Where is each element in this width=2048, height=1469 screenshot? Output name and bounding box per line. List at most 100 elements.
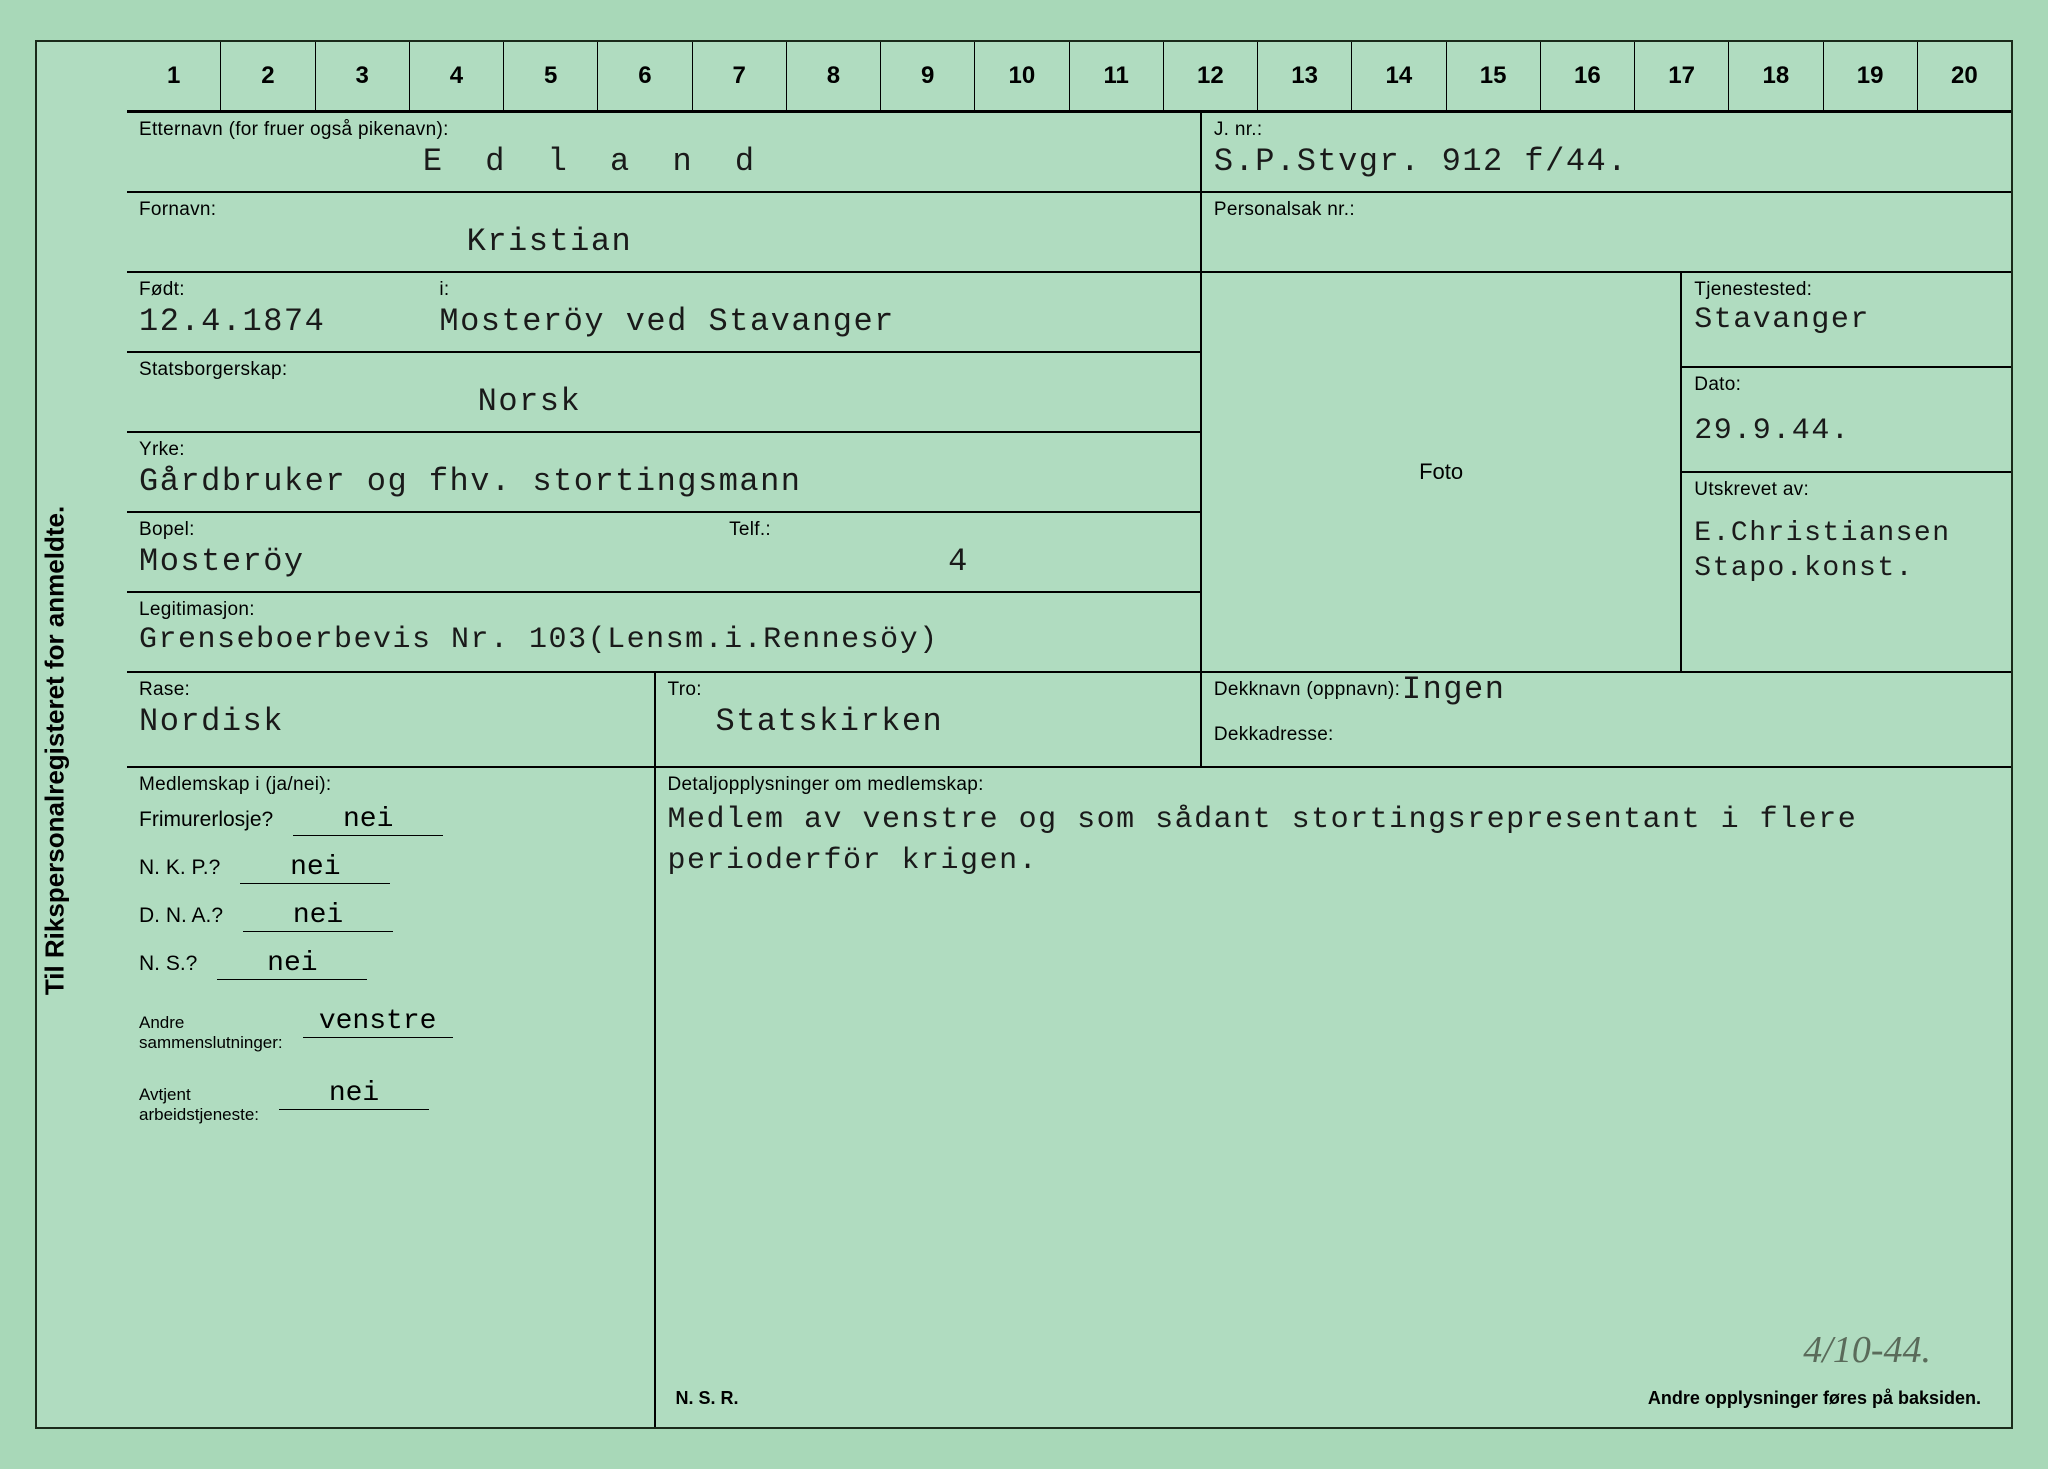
tjenestested-label: Tjenestested: [1682, 273, 2011, 301]
personalsak-value [1202, 221, 2011, 227]
membership-section: Medlemskap i (ja/nei): Frimurerlosje? ne… [127, 767, 655, 1427]
utskrevet-label: Utskrevet av: [1682, 473, 2011, 501]
yrke-value: Gårdbruker og fhv. stortingsmann [127, 461, 1200, 504]
field-bopel-telf: Bopel: Mosteröy Telf.: 4 [127, 512, 1201, 592]
field-rase: Rase: Nordisk [127, 672, 655, 767]
andre-label: Andre sammenslutninger: [139, 1013, 283, 1052]
andre-value: venstre [303, 1006, 453, 1038]
etternavn-value: E d l a n d [127, 141, 1200, 184]
dekkadresse-label: Dekkadresse: [1202, 712, 2011, 746]
tro-label: Tro: [656, 673, 1200, 701]
field-personalsak: Personalsak nr.: [1201, 192, 2011, 272]
fodt-label: Født: [127, 273, 427, 301]
field-fornavn: Fornavn: Kristian [127, 192, 1201, 272]
ruler-tick: 18 [1729, 42, 1823, 110]
ruler-tick: 4 [410, 42, 504, 110]
dato-label: Dato: [1682, 368, 2011, 396]
legitimasjon-label: Legitimasjon: [127, 593, 1200, 621]
membership-avtjent: Avtjent arbeidstjeneste: nei [127, 1060, 654, 1132]
field-dato: Dato: 29.9.44. [1681, 367, 2011, 472]
fornavn-label: Fornavn: [127, 193, 1200, 221]
legitimasjon-value: Grenseboerbevis Nr. 103(Lensm.i.Rennesöy… [127, 621, 1200, 661]
field-dekknavn: Dekknavn (oppnavn): Ingen Dekkadresse: [1201, 672, 2011, 767]
membership-label: N. K. P.? [139, 856, 220, 880]
details-label: Detaljopplysninger om medlemskap: [656, 768, 2011, 796]
registration-card: Til Rikspersonalregisteret for anmeldte.… [35, 40, 2013, 1429]
field-tjenestested: Tjenestested: Stavanger [1681, 272, 2011, 367]
ruler-tick: 13 [1258, 42, 1352, 110]
bopel-label: Bopel: [127, 513, 717, 541]
membership-andre: Andre sammenslutninger: venstre [127, 988, 654, 1060]
i-value: Mosteröy ved Stavanger [427, 301, 1199, 344]
ruler-tick: 6 [598, 42, 692, 110]
membership-row: D. N. A.? nei [127, 892, 654, 940]
field-fodt-i: Født: 12.4.1874 i: Mosteröy ved Stavange… [127, 272, 1201, 352]
vertical-title: Til Rikspersonalregisteret for anmeldte. [40, 505, 71, 994]
ruler-tick: 12 [1164, 42, 1258, 110]
tjenestested-value: Stavanger [1682, 301, 2011, 341]
membership-label: N. S.? [139, 952, 197, 976]
etternavn-label: Etternavn (for fruer også pikenavn): [127, 113, 1200, 141]
ruler-tick: 19 [1824, 42, 1918, 110]
rase-value: Nordisk [127, 701, 654, 744]
jnr-value: S.P.Stvgr. 912 f/44. [1202, 141, 2011, 184]
ruler-tick: 2 [221, 42, 315, 110]
details-section: Detaljopplysninger om medlemskap: Medlem… [655, 767, 2011, 1427]
membership-row: N. K. P.? nei [127, 844, 654, 892]
statsborgerskap-value: Norsk [127, 381, 1200, 424]
field-legitimasjon: Legitimasjon: Grenseboerbevis Nr. 103(Le… [127, 592, 1201, 672]
membership-row: Frimurerlosje? nei [127, 796, 654, 844]
avtjent-label: Avtjent arbeidstjeneste: [139, 1085, 259, 1124]
handwritten-date: 4/10-44. [1803, 1328, 1931, 1372]
field-statsborgerskap: Statsborgerskap: Norsk [127, 352, 1201, 432]
membership-value: nei [240, 852, 390, 884]
ruler-tick: 15 [1447, 42, 1541, 110]
ruler-scale: 1 2 3 4 5 6 7 8 9 10 11 12 13 14 15 16 1… [127, 42, 2011, 112]
membership-row: N. S.? nei [127, 940, 654, 988]
ruler-tick: 10 [975, 42, 1069, 110]
field-utskrevet: Utskrevet av: E.Christiansen Stapo.konst… [1681, 472, 2011, 672]
utskrevet-value: E.Christiansen Stapo.konst. [1682, 501, 2011, 590]
ruler-tick: 5 [504, 42, 598, 110]
membership-value: nei [243, 900, 393, 932]
telf-value: 4 [717, 541, 1200, 584]
dato-value: 29.9.44. [1682, 396, 2011, 452]
ruler-tick: 7 [693, 42, 787, 110]
yrke-label: Yrke: [127, 433, 1200, 461]
card-content: 1 2 3 4 5 6 7 8 9 10 11 12 13 14 15 16 1… [127, 42, 2011, 1427]
membership-value: nei [217, 948, 367, 980]
nsr-mark: N. S. R. [676, 1388, 739, 1409]
ruler-tick: 16 [1541, 42, 1635, 110]
form-grid: Etternavn (for fruer også pikenavn): E d… [127, 112, 2011, 1427]
statsborgerskap-label: Statsborgerskap: [127, 353, 1200, 381]
fornavn-value: Kristian [127, 221, 1200, 264]
field-tro: Tro: Statskirken [655, 672, 1201, 767]
membership-label: D. N. A.? [139, 904, 223, 928]
avtjent-value: nei [279, 1078, 429, 1110]
i-label: i: [427, 273, 1199, 301]
ruler-tick: 11 [1070, 42, 1164, 110]
jnr-label: J. nr.: [1202, 113, 2011, 141]
ruler-tick: 1 [127, 42, 221, 110]
ruler-tick: 3 [316, 42, 410, 110]
field-etternavn: Etternavn (for fruer også pikenavn): E d… [127, 112, 1201, 192]
personalsak-label: Personalsak nr.: [1202, 193, 2011, 221]
telf-label: Telf.: [717, 513, 1200, 541]
ruler-tick: 14 [1352, 42, 1446, 110]
membership-value: nei [293, 804, 443, 836]
ruler-tick: 17 [1635, 42, 1729, 110]
field-jnr: J. nr.: S.P.Stvgr. 912 f/44. [1201, 112, 2011, 192]
back-note: Andre opplysninger føres på baksiden. [1648, 1388, 1981, 1409]
membership-label: Frimurerlosje? [139, 808, 273, 832]
membership-header: Medlemskap i (ja/nei): [127, 768, 654, 796]
rase-label: Rase: [127, 673, 654, 701]
tro-value: Statskirken [656, 701, 1200, 744]
foto-label: Foto [1419, 459, 1463, 485]
ruler-tick: 20 [1918, 42, 2011, 110]
fodt-value: 12.4.1874 [127, 301, 427, 344]
bopel-value: Mosteröy [127, 541, 717, 584]
details-text: Medlem av venstre og som sådant storting… [656, 796, 1936, 885]
field-foto: Foto [1201, 272, 1681, 672]
ruler-tick: 8 [787, 42, 881, 110]
ruler-tick: 9 [881, 42, 975, 110]
